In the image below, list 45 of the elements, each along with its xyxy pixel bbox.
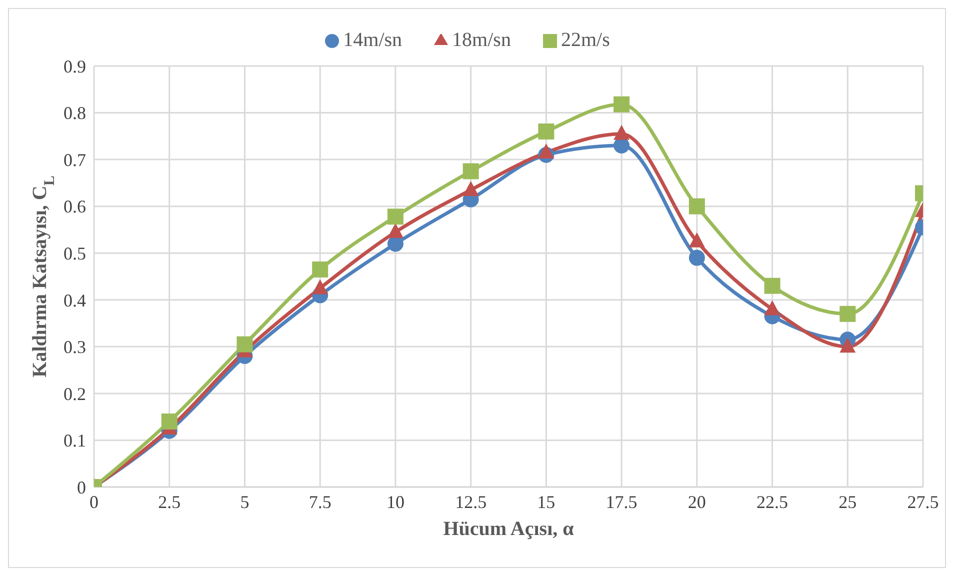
legend-label: 14m/sn — [343, 29, 402, 51]
x-tick-label: 22.5 — [756, 492, 788, 512]
point — [840, 338, 856, 353]
point — [840, 306, 856, 322]
point — [614, 96, 630, 112]
x-tick-label: 25 — [838, 492, 857, 512]
y-tick-label: 0.6 — [64, 196, 86, 217]
y-tick-label: 0.4 — [64, 290, 86, 310]
x-tick-label: 0 — [90, 492, 98, 512]
point — [688, 250, 705, 266]
y-tick-label: 0.8 — [64, 103, 86, 124]
point — [462, 180, 479, 196]
point — [312, 261, 328, 278]
point — [161, 414, 178, 430]
y-tick-label: 0.1 — [64, 430, 86, 451]
x-tick-label: 2.5 — [158, 492, 181, 512]
legend-label: 22m/s — [560, 29, 610, 51]
point — [688, 198, 705, 214]
y-tick-label: 0.9 — [64, 56, 86, 76]
x-tick-label: 12.5 — [455, 492, 487, 512]
x-tick-label: 5 — [240, 492, 250, 512]
x-axis-title: Hücum Açısı, α — [443, 518, 574, 540]
point — [538, 123, 554, 140]
x-tick-label: 27.5 — [907, 492, 939, 512]
point — [614, 138, 630, 154]
point — [764, 278, 780, 294]
x-tick-label: 10 — [386, 492, 404, 512]
point — [538, 144, 554, 159]
point — [688, 232, 705, 248]
point — [462, 163, 479, 180]
point — [312, 279, 328, 294]
y-tick-label: 0 — [77, 477, 86, 498]
legend-label: 18m/sn — [452, 29, 511, 51]
point — [387, 208, 404, 225]
y-tick-label: 0.7 — [64, 150, 86, 170]
x-tick-label: 17.5 — [606, 492, 638, 512]
x-tick-label: 7.5 — [308, 492, 332, 512]
y-tick-label: 0.2 — [64, 384, 86, 404]
point — [236, 336, 253, 352]
x-tick-label: 15 — [537, 492, 556, 512]
y-tick-label: 0.3 — [64, 337, 86, 358]
y-tick-label: 0.5 — [64, 244, 86, 264]
point — [764, 300, 780, 316]
point — [614, 124, 630, 140]
x-tick-label: 20 — [688, 492, 706, 512]
